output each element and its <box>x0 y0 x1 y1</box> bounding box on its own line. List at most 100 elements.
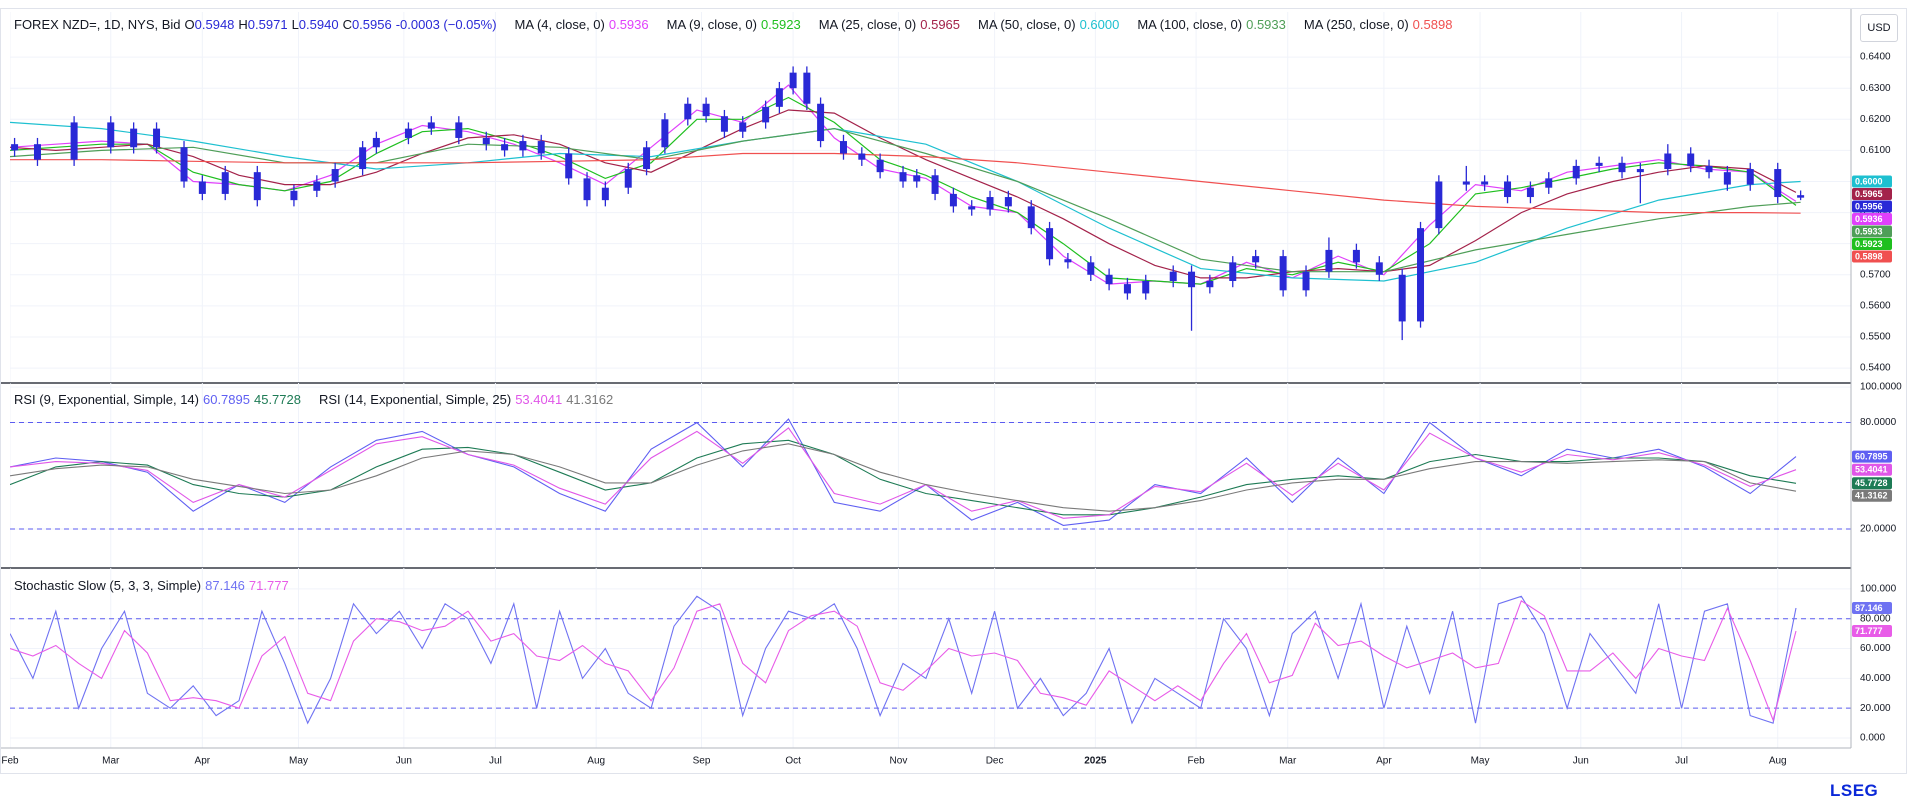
candle-body <box>1595 162 1603 166</box>
candle-body <box>601 187 609 201</box>
price-tag <box>1852 237 1892 250</box>
candle-body <box>949 193 957 207</box>
y-tick-label: 80.0000 <box>1860 417 1897 428</box>
price-tag-label: 41.3162 <box>1855 491 1888 501</box>
legend-value: 41.3162 <box>566 392 614 407</box>
candle-body <box>1252 256 1260 263</box>
series-line <box>10 595 1797 725</box>
price-tag <box>1852 489 1892 502</box>
ohlc-value: 0.5940 <box>298 17 339 32</box>
candle-body <box>1123 284 1131 294</box>
x-tick-label: Jul <box>1675 756 1688 767</box>
candle-body <box>876 159 884 173</box>
y-tick-label: 0.5600 <box>1860 301 1891 312</box>
y-tick-label: 20.0000 <box>1860 524 1897 535</box>
legend-name: RSI (9, Exponential, Simple, 14) <box>14 392 199 407</box>
candle-body <box>1687 153 1695 166</box>
price-tag-label: 53.4041 <box>1855 465 1888 475</box>
candle-body <box>661 119 669 148</box>
candle-body <box>427 122 435 129</box>
candle-body <box>720 116 728 132</box>
price-tag-label: 0.5936 <box>1855 214 1883 224</box>
candle-body <box>684 103 692 120</box>
legend-name: RSI (14, Exponential, Simple, 25) <box>318 392 512 407</box>
candle-body <box>1027 206 1035 229</box>
y-tick-label: 0.000 <box>1860 733 1885 744</box>
legend-title: FOREX NZD=, 1D, NYS, Bid <box>14 17 181 32</box>
candle-body <box>1398 274 1406 322</box>
candle-body <box>313 181 321 191</box>
candle-body <box>1142 280 1150 294</box>
candle-body <box>107 122 115 148</box>
price-tag <box>1852 250 1892 263</box>
y-tick-label: 0.6200 <box>1860 114 1891 125</box>
candle-body <box>1462 181 1470 185</box>
x-tick-label: Feb <box>1 756 19 767</box>
candle-body <box>583 178 591 201</box>
y-tick-label: 100.000 <box>1860 584 1897 595</box>
rsi-legend: RSI (9, Exponential, Simple, 14) 60.7895 4… <box>14 392 617 407</box>
candle-body <box>1723 172 1731 185</box>
x-tick-label: Dec <box>986 756 1004 767</box>
legend-name: MA (50, close, 0) <box>978 17 1076 32</box>
candle-body <box>1279 256 1287 291</box>
candle-body <box>404 128 412 138</box>
ohlc-key: O <box>184 17 195 32</box>
candle-body <box>624 169 632 188</box>
candle-body <box>1169 271 1177 281</box>
candle-body <box>1229 262 1237 281</box>
candle-body <box>1774 169 1782 198</box>
series-line <box>10 599 1797 722</box>
candle-body <box>253 172 261 201</box>
series-line <box>10 443 1797 512</box>
candle-body <box>33 144 41 160</box>
price-tag <box>1852 187 1892 200</box>
price-tag-label: 0.6000 <box>1855 176 1883 186</box>
price-tag-label: 45.7728 <box>1855 478 1888 488</box>
candle-body <box>1064 259 1072 263</box>
legend-name: MA (9, close, 0) <box>666 17 757 32</box>
candle-body <box>858 153 866 160</box>
ohlc-key: H <box>238 17 248 32</box>
candle-body <box>11 144 19 151</box>
candle-body <box>359 147 367 170</box>
legend-name: Stochastic Slow (5, 3, 3, Simple) <box>14 578 202 593</box>
x-tick-label: May <box>289 756 308 767</box>
x-tick-label: Mar <box>1279 756 1297 767</box>
price-tag-label: 0.5898 <box>1855 251 1883 261</box>
candle-body <box>986 197 994 210</box>
ohlc-value: 0.5948 <box>194 17 235 32</box>
candle-body <box>372 137 380 148</box>
candle-body <box>1705 165 1713 173</box>
price-tag-label: 60.7895 <box>1855 452 1888 462</box>
x-tick-label: Aug <box>587 756 605 767</box>
y-tick-label: 0.6400 <box>1860 52 1891 63</box>
candle-body <box>1618 162 1626 173</box>
price-tag <box>1852 624 1892 637</box>
candle-body <box>643 147 651 170</box>
legend-value: 45.7728 <box>253 392 301 407</box>
ohlc-key: C <box>342 17 352 32</box>
candle-body <box>913 175 921 182</box>
candle-body <box>1206 280 1214 288</box>
candle-body <box>331 169 339 182</box>
frame <box>0 8 1907 774</box>
candle-body <box>1302 271 1310 291</box>
legend-value: 87.146 <box>205 578 245 593</box>
y-tick-label: 60.000 <box>1860 643 1891 654</box>
candle-body <box>1664 153 1672 170</box>
currency-button[interactable]: USD <box>1860 14 1898 42</box>
legend-value: 0.5936 <box>608 17 649 32</box>
candle-body <box>1572 165 1580 179</box>
candle-body <box>931 175 939 194</box>
candle-body <box>1325 249 1333 272</box>
y-tick-label: 80.000 <box>1860 613 1891 624</box>
candle-body <box>290 190 298 201</box>
ohlc-value: 0.5971 <box>247 17 288 32</box>
legend-value: 0.5923 <box>760 17 801 32</box>
legend-value: 0.5933 <box>1246 17 1286 32</box>
price-tag-label: 0.5956 <box>1855 201 1883 211</box>
candle-body <box>817 103 825 142</box>
pane <box>10 568 1851 748</box>
pane <box>10 12 1851 383</box>
